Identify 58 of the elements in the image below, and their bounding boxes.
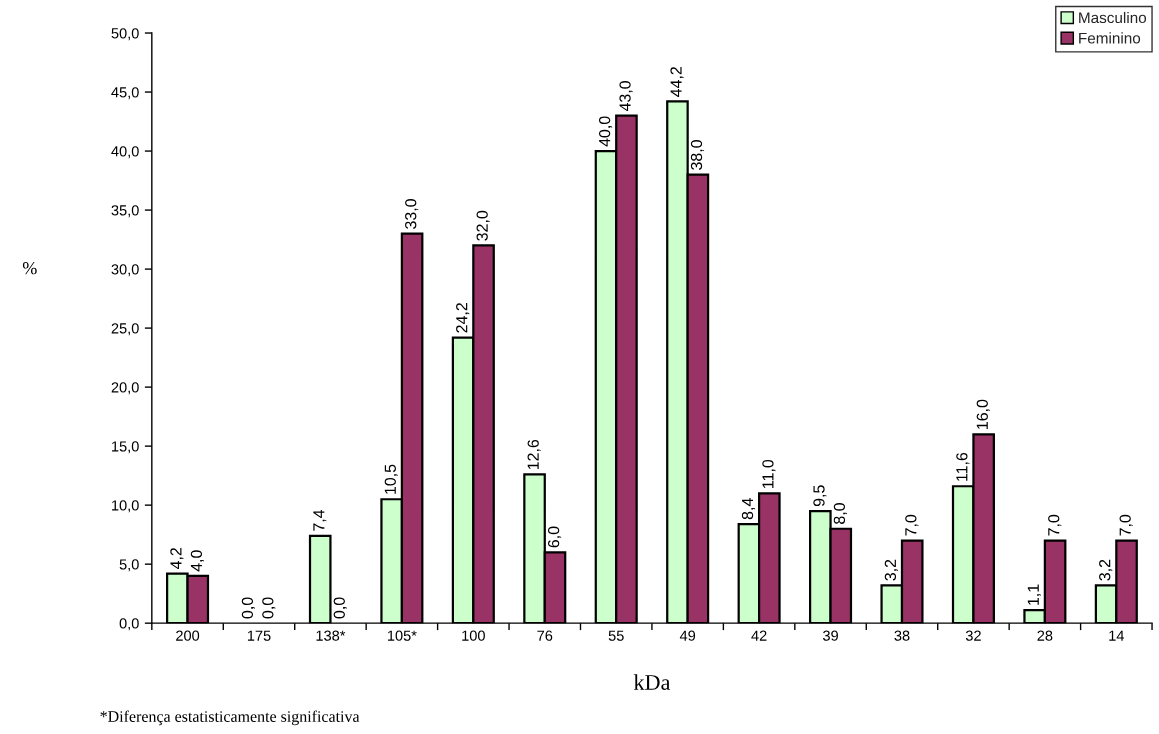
x-tick-label: 138*	[316, 630, 346, 641]
y-tick-label: 0,0	[119, 618, 139, 631]
data-label: 33,0	[405, 199, 419, 229]
y-tick-label: 20,0	[111, 382, 139, 395]
data-label: 9,5	[813, 485, 827, 507]
data-label: 24,2	[456, 303, 470, 333]
y-tick-label: 40,0	[111, 146, 139, 159]
data-label: 7,4	[313, 509, 327, 531]
y-tick-label: 25,0	[111, 323, 139, 336]
data-label: 8,0	[833, 503, 847, 524]
x-tick-label: 105*	[387, 630, 417, 641]
data-label: 3,2	[1099, 559, 1113, 581]
x-tick-label: 200	[176, 630, 200, 641]
data-label: 4,2	[170, 548, 184, 570]
y-tick-label: 50,0	[111, 28, 139, 41]
legend-label: Feminino	[1079, 32, 1141, 44]
x-tick-label: 28	[1037, 630, 1053, 641]
data-label: 8,4	[741, 498, 756, 520]
data-label: 7,0	[1048, 514, 1062, 536]
y-tick-label: 10,0	[112, 500, 139, 513]
y-axis-title: %	[22, 262, 37, 275]
data-label: 11,0	[762, 459, 776, 488]
x-axis-title: kDa	[633, 674, 671, 690]
y-tick-label: 30,0	[111, 264, 139, 277]
data-label: 1,1	[1027, 584, 1041, 605]
x-tick-label: 49	[679, 630, 696, 641]
y-tick-label: 45,0	[111, 87, 139, 100]
data-label: 3,2	[884, 559, 898, 581]
x-tick-label: 55	[608, 630, 624, 641]
data-label: 0,0	[241, 597, 255, 619]
data-label: 11,6	[956, 452, 970, 481]
data-label: 0,0	[262, 597, 276, 619]
data-label: 44,2	[670, 67, 684, 97]
data-label: 12,6	[527, 439, 541, 470]
data-label: 10,5	[384, 464, 398, 494]
x-tick-label: 76	[537, 630, 553, 641]
x-tick-label: 32	[965, 630, 981, 641]
data-label: 40,0	[598, 116, 613, 147]
y-tick-label: 5,0	[119, 559, 139, 572]
data-label: 4,0	[190, 550, 204, 572]
x-tick-label: 42	[751, 630, 767, 641]
y-tick-label: 35,0	[111, 205, 139, 218]
x-tick-label: 38	[894, 630, 910, 641]
data-label: 32,0	[476, 210, 490, 241]
data-label: 38,0	[690, 140, 705, 170]
x-tick-label: 39	[822, 630, 838, 641]
text: *Diferença estatisticamente significativa	[100, 710, 360, 726]
legend-label: Masculino	[1079, 11, 1147, 24]
data-label: 6,0	[547, 526, 562, 548]
x-tick-label: 175	[247, 630, 271, 641]
data-label: 43,0	[619, 81, 633, 112]
y-tick-label: 15,0	[112, 441, 139, 454]
x-tick-label: 100	[462, 630, 485, 641]
data-label: 0,0	[333, 597, 347, 619]
x-tick-label: 14	[1109, 630, 1125, 641]
data-label: 7,0	[905, 514, 919, 536]
data-label: 7,0	[1119, 514, 1133, 536]
data-label: 16,0	[976, 399, 990, 429]
